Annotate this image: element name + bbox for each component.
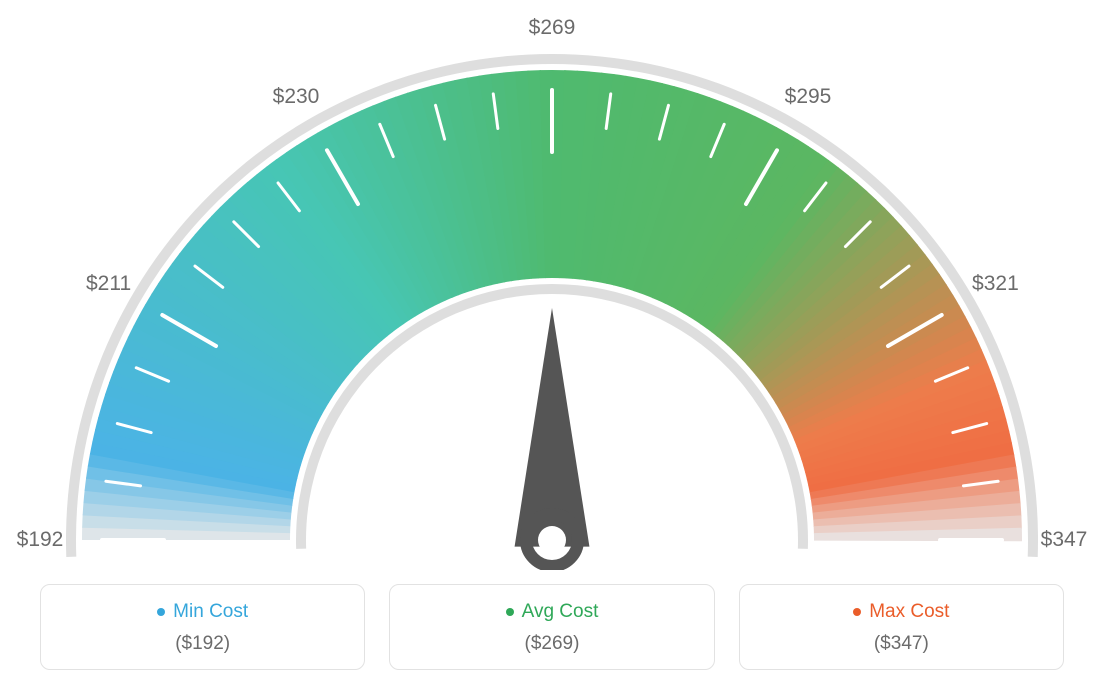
gauge-tick-label: $321 xyxy=(972,272,1019,296)
legend-max-label: Max Cost xyxy=(869,601,949,623)
gauge-tick-label: $192 xyxy=(17,528,64,552)
legend-min-card: Min Cost ($192) xyxy=(40,584,365,670)
legend-avg-dot xyxy=(506,608,514,616)
gauge-tick-label: $230 xyxy=(273,85,320,109)
legend-min-label: Min Cost xyxy=(173,601,248,623)
legend-avg-label: Avg Cost xyxy=(522,601,599,623)
legend-min-dot xyxy=(157,608,165,616)
legend-row: Min Cost ($192) Avg Cost ($269) Max Cost… xyxy=(40,584,1064,670)
gauge-tick-label: $347 xyxy=(1041,528,1088,552)
legend-avg-card: Avg Cost ($269) xyxy=(389,584,714,670)
gauge-tick-label: $269 xyxy=(529,16,576,40)
legend-min-value: ($192) xyxy=(41,633,364,655)
cost-gauge: $192 $211 $230 $269 $295 $321 $347 xyxy=(0,0,1104,570)
gauge-tick-label: $211 xyxy=(86,272,131,296)
legend-max-card: Max Cost ($347) xyxy=(739,584,1064,670)
gauge-tick-label: $295 xyxy=(785,85,832,109)
legend-max-value: ($347) xyxy=(740,633,1063,655)
legend-avg-value: ($269) xyxy=(390,633,713,655)
legend-max-dot xyxy=(853,608,861,616)
